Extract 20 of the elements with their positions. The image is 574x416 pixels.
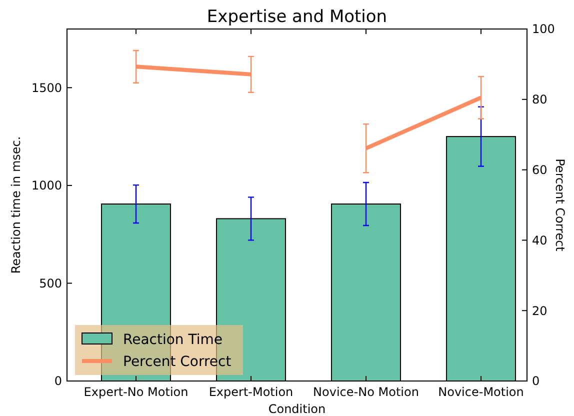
y-tick-label: 500 xyxy=(39,276,62,290)
y2-tick-label: 100 xyxy=(532,22,555,36)
legend-label: Reaction Time xyxy=(123,332,223,348)
legend-label: Percent Correct xyxy=(123,354,232,370)
y-tick-label: 1500 xyxy=(31,80,62,95)
x-tick-label: Novice-Motion xyxy=(438,385,524,399)
y2-axis-title: Percent Correct xyxy=(553,158,567,252)
y2-tick-label: 80 xyxy=(532,92,548,107)
x-tick-label: Expert-No Motion xyxy=(84,385,188,399)
y2-tick-label: 20 xyxy=(532,304,548,318)
y-tick-label: 1000 xyxy=(31,178,62,193)
y-axis-title: Reaction time in msec. xyxy=(9,136,23,274)
y2-tick-label: 60 xyxy=(532,163,548,177)
x-tick-label: Novice-No Motion xyxy=(313,385,419,399)
x-tick-label: Expert-Motion xyxy=(208,385,294,399)
y-tick-label: 0 xyxy=(54,374,62,388)
y2-tick-label: 0 xyxy=(532,374,540,388)
x-axis-title: Condition xyxy=(268,402,326,416)
y2-tick-label: 40 xyxy=(532,233,548,248)
chart-title: Expertise and Motion xyxy=(206,7,388,27)
